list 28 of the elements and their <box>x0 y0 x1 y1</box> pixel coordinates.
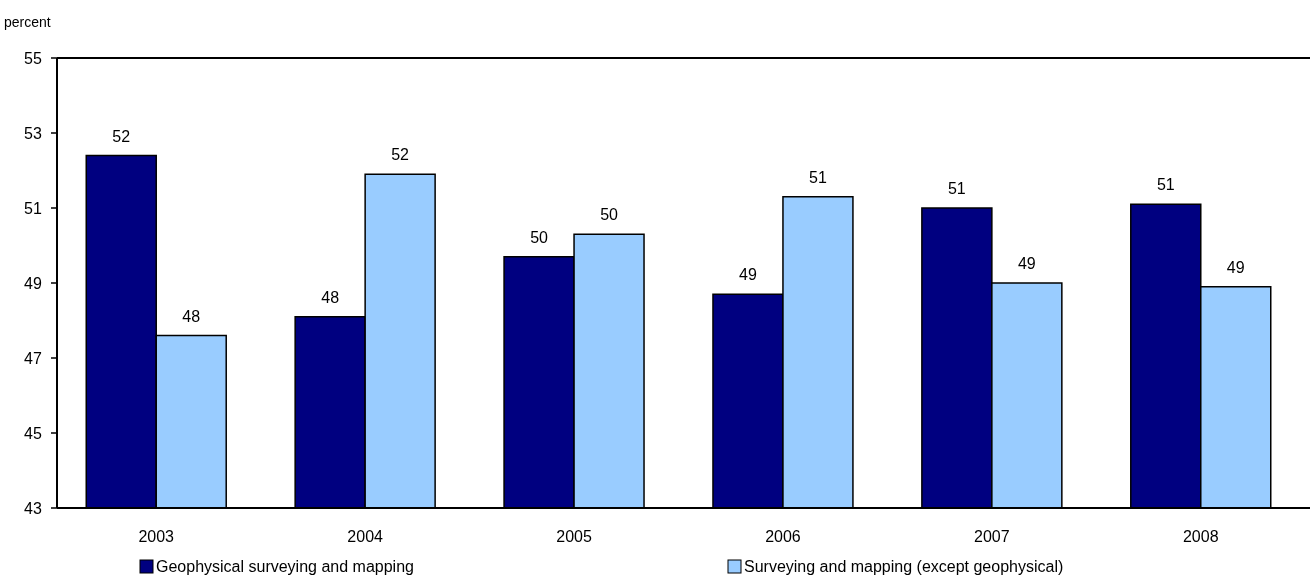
y-tick-label: 47 <box>24 349 42 367</box>
x-tick-label: 2006 <box>765 528 801 545</box>
data-label: 52 <box>112 127 131 145</box>
data-label: 49 <box>1226 258 1245 276</box>
x-tick-label: 2004 <box>347 528 384 545</box>
y-tick-label: 55 <box>24 49 42 67</box>
data-label: 49 <box>1017 255 1036 272</box>
legend-label: Surveying and mapping (except geophysical) <box>744 558 1064 575</box>
data-label: 48 <box>321 288 340 306</box>
data-label: 50 <box>600 206 619 224</box>
data-label: 48 <box>182 307 201 325</box>
y-tick-label: 43 <box>24 499 42 517</box>
y-tick-label: 49 <box>24 274 42 292</box>
x-tick-label: 2007 <box>974 528 1010 545</box>
x-tick-label: 2003 <box>138 528 175 545</box>
legend-label: Geophysical surveying and mapping <box>156 558 414 575</box>
data-label: 50 <box>530 228 549 246</box>
data-label: 51 <box>1156 176 1175 194</box>
y-tick-label: 51 <box>24 199 42 217</box>
data-label: 49 <box>739 266 757 284</box>
x-tick-label: 2005 <box>556 528 592 545</box>
y-axis-title: percent <box>4 14 51 30</box>
data-label: 52 <box>391 146 410 164</box>
y-tick-label: 53 <box>24 124 42 142</box>
data-label: 51 <box>947 180 966 197</box>
data-label: 51 <box>809 168 827 186</box>
y-tick-label: 45 <box>24 424 42 442</box>
x-tick-label: 2008 <box>1182 528 1219 545</box>
